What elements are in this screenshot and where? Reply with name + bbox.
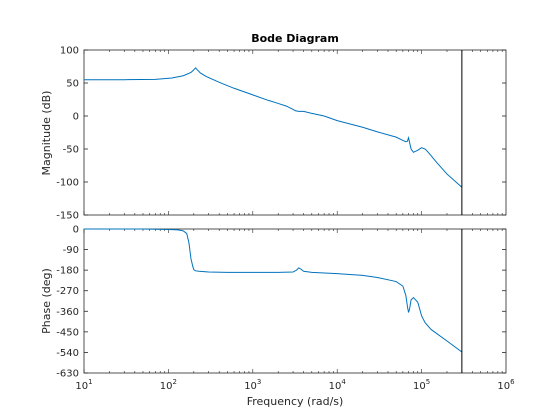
phase-y-tick-label: -630: [56, 369, 79, 380]
phase-panel: 0 -90 -180 -270 -360 -450 -540 -630 Phase (deg): [40, 225, 507, 380]
phase-y-tick-label: -90: [63, 245, 79, 256]
phase-y-tick-label: 0: [73, 225, 79, 236]
magnitude-x-ticks: [83, 50, 503, 215]
x-tick-label: 104: [329, 378, 347, 392]
phase-y-tick-label: -360: [56, 307, 79, 318]
x-axis-label: Frequency (rad/s): [247, 395, 344, 408]
phase-y-ticks: 0 -90 -180 -270 -360 -450 -540 -630: [56, 225, 506, 380]
magnitude-y-tick-label: 0: [73, 112, 79, 123]
chart-title: Bode Diagram: [251, 32, 339, 45]
x-tick-labels: 101 102 103 104 105 106: [75, 378, 515, 392]
magnitude-series-line: [84, 67, 463, 188]
x-tick-label: 103: [244, 378, 261, 392]
phase-series-line: [84, 228, 463, 353]
phase-y-tick-label: -540: [56, 348, 79, 359]
magnitude-y-tick-label: 100: [60, 46, 79, 57]
magnitude-y-tick-label: -50: [63, 145, 79, 156]
magnitude-y-tick-label: -100: [56, 178, 79, 189]
magnitude-y-tick-label: -150: [56, 211, 79, 222]
x-tick-label: 106: [497, 378, 515, 392]
phase-axes-box: [83, 228, 507, 374]
x-tick-label: 102: [160, 378, 177, 392]
magnitude-panel: 100 50 0 -50 -100 -150 Magnitude (dB): [40, 46, 507, 222]
phase-y-label: Phase (deg): [40, 268, 53, 334]
magnitude-y-ticks: 100 50 0 -50 -100 -150: [56, 46, 506, 222]
x-tick-label: 105: [413, 378, 430, 392]
phase-y-tick-label: -180: [56, 266, 79, 277]
magnitude-y-tick-label: 50: [66, 79, 79, 90]
magnitude-axes-box: [83, 49, 507, 216]
magnitude-y-label: Magnitude (dB): [40, 91, 53, 176]
phase-y-tick-label: -270: [56, 286, 79, 297]
x-tick-label: 101: [75, 378, 92, 392]
phase-y-tick-label: -450: [56, 327, 79, 338]
